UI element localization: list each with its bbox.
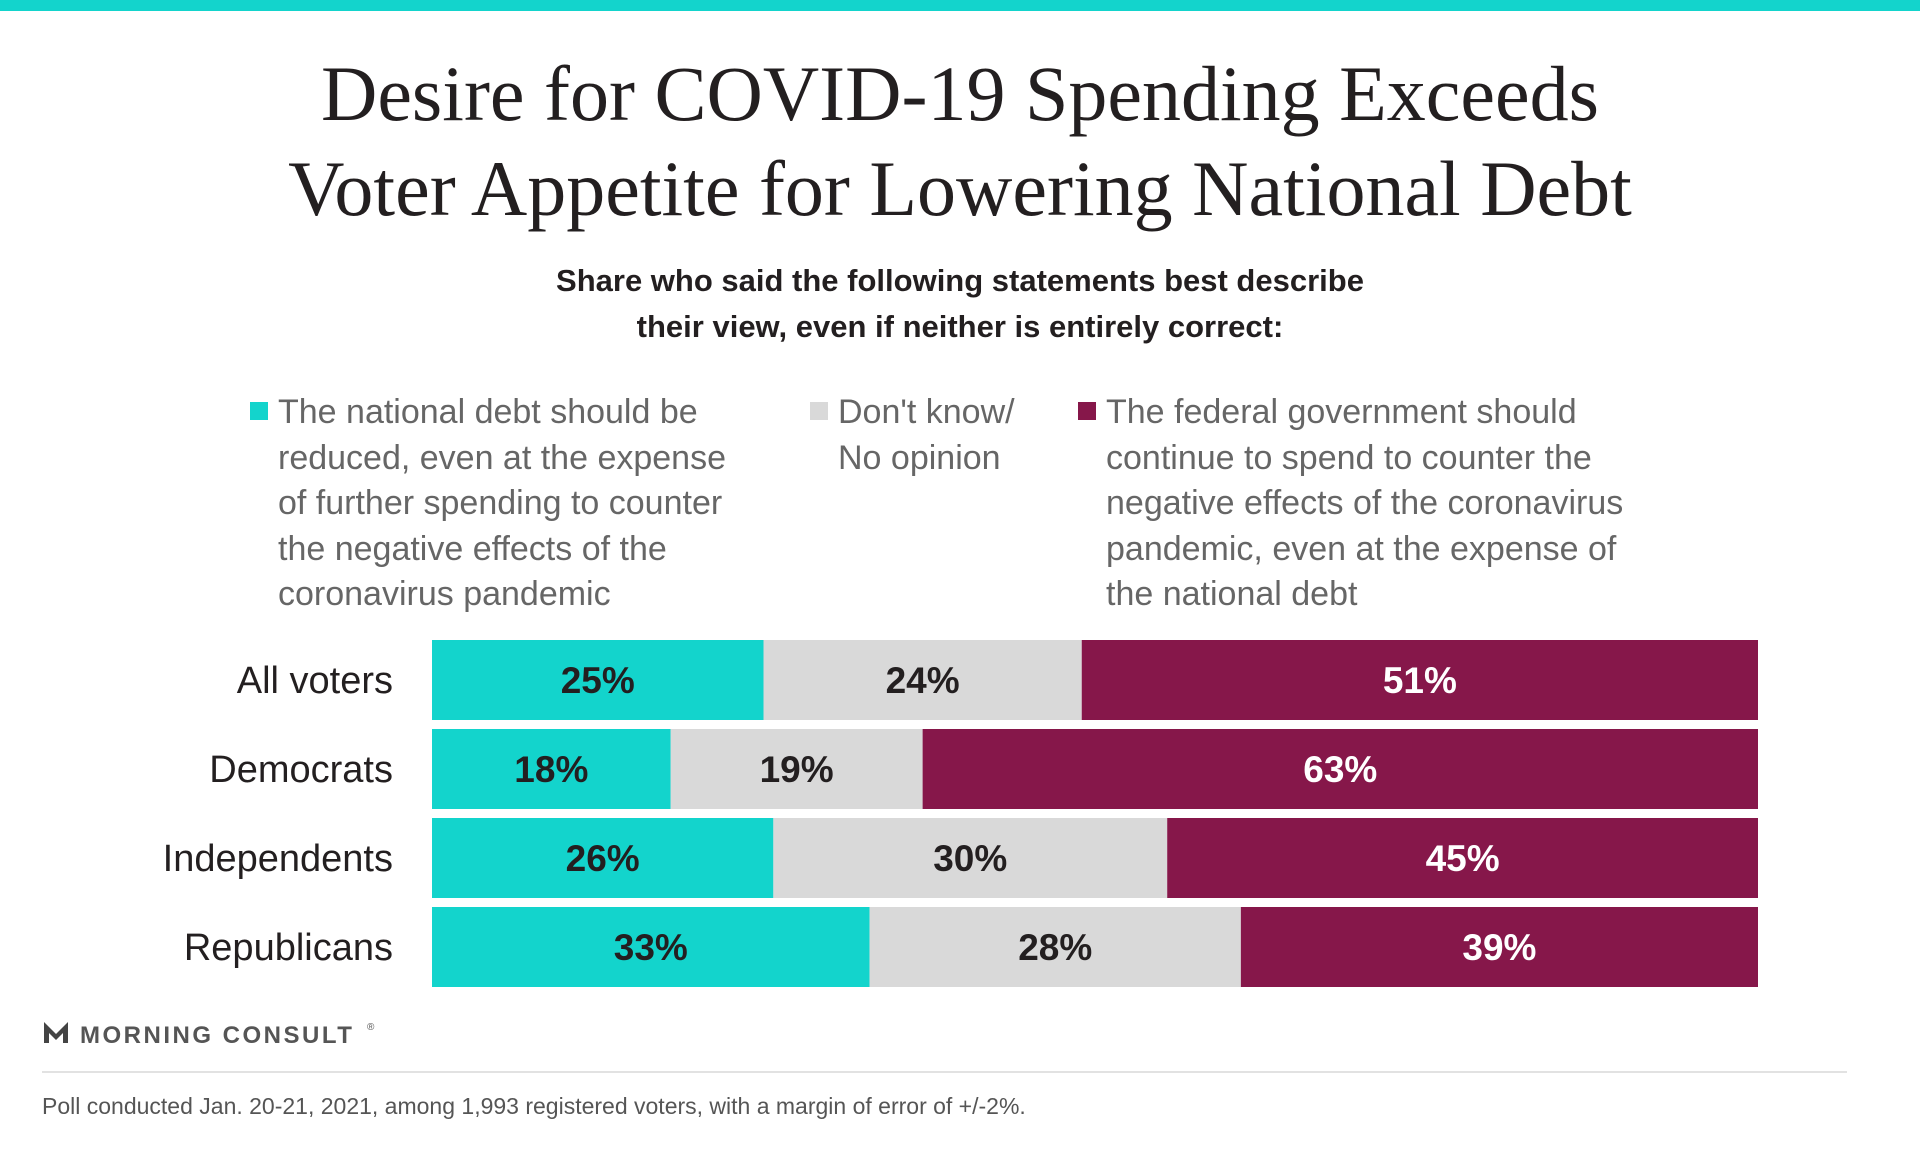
- legend-line: negative effects of the coronavirus: [1106, 484, 1624, 522]
- bar-segment: [670, 729, 923, 809]
- category-label: Republicans: [184, 927, 393, 969]
- legend-line: the negative effects of the: [278, 529, 667, 568]
- data-label: 26%: [566, 838, 640, 879]
- brand-logo-graphic: MORNING CONSULT ®: [44, 1022, 375, 1049]
- bar-segment: [763, 640, 1082, 720]
- legend-line: the national debt: [1106, 575, 1358, 613]
- bar-segment: [869, 907, 1241, 987]
- data-label: 39%: [1462, 927, 1536, 968]
- legend-line: coronavirus pandemic: [278, 575, 611, 613]
- data-label: 28%: [1018, 927, 1092, 968]
- data-label: 63%: [1303, 749, 1377, 790]
- data-label: 30%: [933, 838, 1007, 879]
- bar-segment: [1240, 907, 1758, 987]
- legend-line: pandemic, even at the expense of: [1106, 529, 1617, 568]
- bar-segment: [773, 818, 1168, 898]
- morning-consult-m-icon: [44, 1022, 68, 1043]
- legend-swatch-reduce-debt: [250, 402, 268, 420]
- legend-line: No opinion: [838, 438, 1001, 477]
- brand-registered-mark: ®: [367, 1022, 375, 1033]
- legend-line: The national debt should be: [278, 393, 698, 431]
- legend-line: Don't know/: [838, 393, 1015, 431]
- chart-subtitle-line-2: their view, even if neither is entirely …: [636, 309, 1284, 344]
- chart-subtitle: Share who said the following statements …: [0, 258, 1920, 350]
- legend-swatch-dont-know: [810, 402, 828, 420]
- bar-segment: [432, 818, 774, 898]
- legend-line: continue to spend to counter the: [1106, 438, 1592, 477]
- footnote: Poll conducted Jan. 20-21, 2021, among 1…: [42, 1093, 1026, 1119]
- bar-segment: [1081, 640, 1758, 720]
- data-label: 25%: [561, 660, 635, 701]
- data-label: 19%: [760, 749, 834, 790]
- bar-segment: [432, 907, 870, 987]
- chart-title-line-1: Desire for COVID-19 Spending Exceeds: [320, 50, 1599, 137]
- stacked-bar-chart: All voters 25% 24% 51% Democrats 18% 19% 63% Ind…: [163, 640, 1758, 987]
- legend-swatch-continue-spending: [1078, 402, 1096, 420]
- chart-title-line-2: Voter Appetite for Lowering National Deb…: [288, 145, 1632, 232]
- data-label: 33%: [614, 927, 688, 968]
- legend-line: of further spending to counter: [278, 484, 723, 522]
- top-accent-bar: [0, 0, 1920, 11]
- brand-logo: MORNING CONSULT ®: [42, 1017, 502, 1062]
- data-label: 51%: [1383, 660, 1457, 701]
- footer-divider: [42, 1071, 1847, 1073]
- bar-segment: [432, 640, 764, 720]
- legend-text-dont-know: Don't know/ No opinion: [838, 390, 1015, 481]
- bar-segment: [922, 729, 1758, 809]
- bar-segment: [1167, 818, 1758, 898]
- data-label: 45%: [1426, 838, 1500, 879]
- legend-text-continue-spending: The federal government should continue t…: [1106, 390, 1623, 618]
- category-label: Independents: [163, 838, 393, 880]
- category-label: Democrats: [209, 749, 393, 791]
- legend-line: reduced, even at the expense: [278, 438, 726, 477]
- legend-line: The federal government should: [1106, 393, 1577, 431]
- chart-subtitle-line-1: Share who said the following statements …: [556, 263, 1364, 298]
- chart-title: Desire for COVID-19 Spending Exceeds Vot…: [0, 46, 1920, 236]
- bar-segment: [432, 729, 671, 809]
- data-label: 18%: [514, 749, 588, 790]
- brand-name: MORNING CONSULT: [80, 1022, 354, 1049]
- legend-text-reduce-debt: The national debt should be reduced, eve…: [278, 390, 726, 618]
- data-label: 24%: [886, 660, 960, 701]
- category-label: All voters: [237, 660, 393, 702]
